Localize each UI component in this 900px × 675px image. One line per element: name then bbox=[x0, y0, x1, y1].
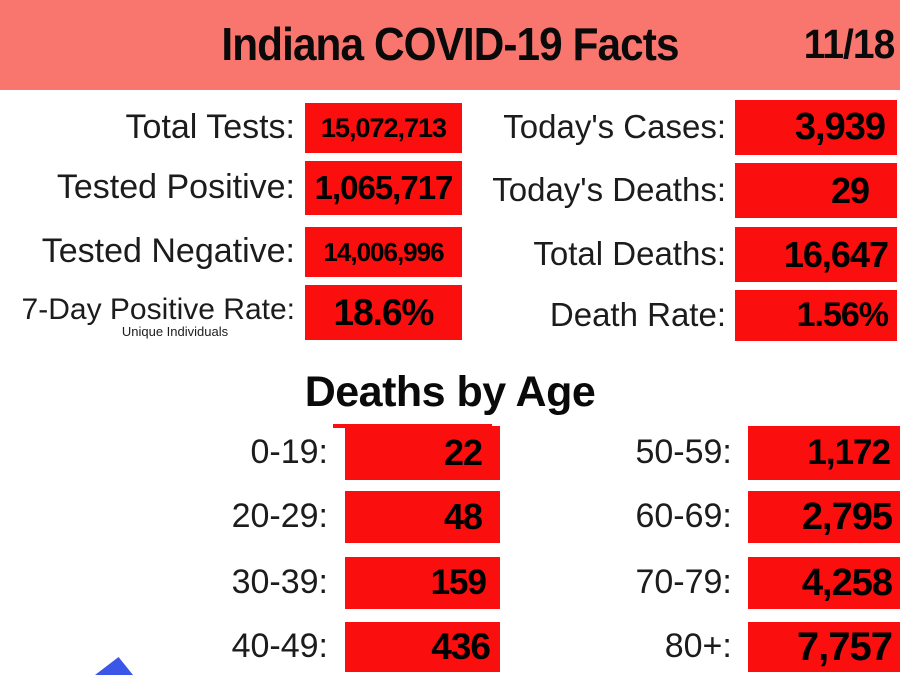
todays-cases-label: Today's Cases: bbox=[503, 108, 726, 146]
age-80-plus-value-box: 7,757 bbox=[747, 622, 900, 672]
stat-row-total-deaths: Total Deaths: 16,647 bbox=[0, 227, 900, 282]
total-deaths-value-box: 16,647 bbox=[735, 227, 897, 282]
age-30-39-label: 30-39: bbox=[231, 563, 328, 602]
age-40-49-value: 436 bbox=[431, 626, 491, 667]
stat-row-death-rate: Death Rate: 1.56% bbox=[0, 290, 900, 341]
age-60-69-value: 2,795 bbox=[801, 495, 893, 538]
positive-rate-sublabel: Unique Individuals bbox=[121, 324, 229, 340]
age-row-40-49: 40-49: 436 bbox=[0, 622, 900, 672]
age-70-79-value: 4,258 bbox=[801, 561, 893, 604]
stat-row-total-tests: Total Tests: 15,072,713 bbox=[0, 103, 900, 153]
age-row-60-69: 60-69: 2,795 bbox=[0, 491, 900, 543]
page-title: Indiana COVID-19 Facts bbox=[221, 18, 679, 70]
age-20-29-value-box: 48 bbox=[345, 491, 500, 543]
total-tests-value: 15,072,713 bbox=[320, 112, 447, 143]
age-0-19-value: 22 bbox=[443, 432, 483, 473]
todays-cases-value: 3,939 bbox=[794, 106, 886, 148]
stat-row-todays-cases: Today's Cases: 3,939 bbox=[0, 100, 900, 155]
total-tests-value-box: 15,072,713 bbox=[305, 103, 462, 153]
stat-row-tested-negative: Tested Negative: 14,006,996 bbox=[0, 227, 900, 277]
header-banner: Indiana COVID-19 Facts 11/18 bbox=[0, 0, 900, 90]
age-20-29-value: 48 bbox=[443, 496, 483, 537]
age-row-80-plus: 80+: 7,757 bbox=[0, 622, 900, 672]
death-rate-value-box: 1.56% bbox=[735, 290, 897, 341]
age-60-69-label: 60-69: bbox=[635, 497, 732, 536]
age-40-49-label: 40-49: bbox=[231, 627, 328, 666]
tested-positive-value-box: 1,065,717 bbox=[305, 161, 462, 215]
age-70-79-value-box: 4,258 bbox=[747, 557, 900, 609]
todays-deaths-value-box: 29 bbox=[735, 163, 897, 218]
todays-cases-value-box: 3,939 bbox=[735, 100, 897, 155]
todays-deaths-value: 29 bbox=[830, 169, 870, 211]
age-row-50-59: 50-59: 1,172 bbox=[0, 426, 900, 480]
age-50-59-label: 50-59: bbox=[635, 433, 732, 472]
total-tests-label: Total Tests: bbox=[125, 108, 295, 147]
stat-row-todays-deaths: Today's Deaths: 29 bbox=[0, 163, 900, 218]
age-20-29-label: 20-29: bbox=[231, 497, 328, 536]
age-80-plus-value: 7,757 bbox=[796, 624, 893, 669]
tested-negative-label: Tested Negative: bbox=[41, 232, 295, 271]
death-rate-value: 1.56% bbox=[796, 296, 889, 334]
positive-rate-value: 18.6% bbox=[333, 291, 435, 333]
age-30-39-value: 159 bbox=[430, 563, 487, 602]
age-50-59-value: 1,172 bbox=[807, 433, 891, 472]
age-50-59-value-box: 1,172 bbox=[747, 426, 900, 480]
positive-rate-label-block: 7-Day Positive Rate: Unique Individuals bbox=[0, 294, 303, 339]
age-row-20-29: 20-29: 48 bbox=[0, 491, 900, 543]
positive-rate-value-box: 18.6% bbox=[305, 285, 462, 340]
age-row-30-39: 30-39: 159 bbox=[0, 557, 900, 609]
age-40-49-value-box: 436 bbox=[345, 622, 500, 672]
positive-rate-label: 7-Day Positive Rate: bbox=[21, 292, 295, 326]
age-60-69-value-box: 2,795 bbox=[747, 491, 900, 543]
tested-positive-value: 1,065,717 bbox=[314, 169, 454, 206]
age-0-19-label: 0-19: bbox=[250, 433, 329, 472]
age-80-plus-label: 80+: bbox=[664, 627, 732, 666]
age-row-0-19: 0-19: 22 bbox=[0, 426, 900, 480]
age-0-19-value-box: 22 bbox=[345, 426, 500, 480]
tested-positive-label: Tested Positive: bbox=[56, 168, 295, 207]
todays-deaths-label: Today's Deaths: bbox=[492, 171, 726, 209]
total-deaths-value: 16,647 bbox=[783, 233, 889, 275]
stat-row-tested-positive: Tested Positive: 1,065,717 bbox=[0, 161, 900, 215]
age-30-39-value-box: 159 bbox=[345, 557, 500, 609]
header-date: 11/18 bbox=[803, 21, 895, 67]
age-70-79-label: 70-79: bbox=[635, 563, 732, 602]
tested-negative-value-box: 14,006,996 bbox=[305, 227, 462, 277]
stat-row-positive-rate: 7-Day Positive Rate: Unique Individuals … bbox=[0, 285, 900, 340]
deaths-by-age-title: Deaths by Age bbox=[304, 368, 596, 416]
total-deaths-label: Total Deaths: bbox=[533, 235, 726, 273]
death-rate-label: Death Rate: bbox=[549, 296, 726, 334]
age-row-70-79: 70-79: 4,258 bbox=[0, 557, 900, 609]
tested-negative-value: 14,006,996 bbox=[323, 236, 444, 267]
